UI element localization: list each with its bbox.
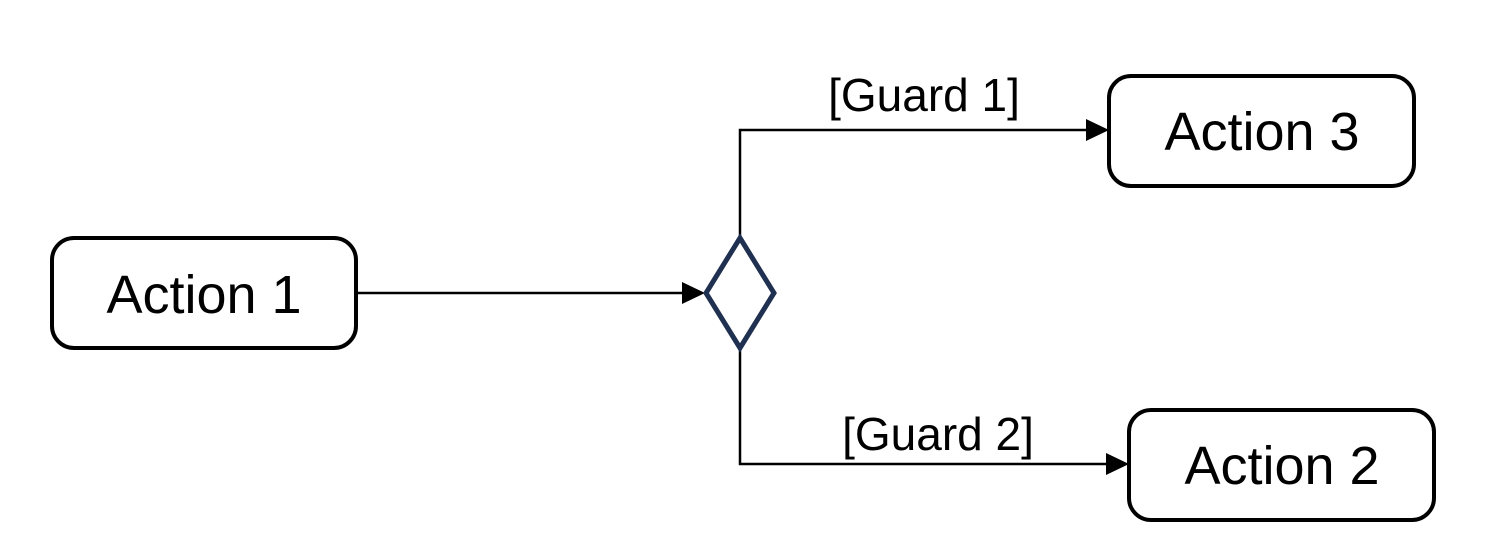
edge-decision-to-action3 [738, 119, 1109, 236]
edge-action1-to-decision [357, 282, 705, 304]
action-1-node[interactable]: Action 1 [50, 236, 358, 350]
action-2-label: Action 2 [1184, 436, 1379, 496]
action-1-label: Action 1 [106, 265, 301, 325]
arrowhead-icon [682, 282, 705, 304]
guard-2-label: [Guard 2] [842, 408, 1034, 460]
decision-node[interactable] [703, 233, 777, 353]
edge-decision-to-action2 [738, 348, 1129, 475]
arrowhead-icon [1086, 119, 1109, 141]
action-2-node[interactable]: Action 2 [1127, 408, 1436, 522]
guard-1-label: [Guard 1] [828, 69, 1020, 121]
action-3-node[interactable]: Action 3 [1107, 74, 1416, 188]
arrowhead-icon [1106, 453, 1129, 475]
action-3-label: Action 3 [1164, 102, 1359, 162]
